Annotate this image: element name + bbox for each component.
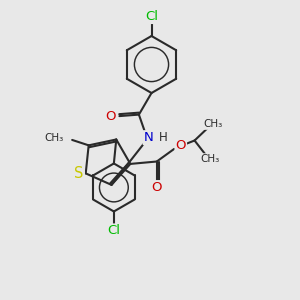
Text: O: O — [106, 110, 116, 123]
Text: CH₃: CH₃ — [203, 119, 222, 129]
Text: O: O — [176, 140, 186, 152]
Text: O: O — [152, 181, 162, 194]
Text: S: S — [74, 166, 84, 181]
Text: CH₃: CH₃ — [44, 133, 64, 143]
Text: Cl: Cl — [145, 10, 158, 23]
Text: CH₃: CH₃ — [200, 154, 219, 164]
Text: H: H — [159, 131, 168, 144]
Text: N: N — [144, 131, 153, 144]
Text: Cl: Cl — [107, 224, 120, 238]
